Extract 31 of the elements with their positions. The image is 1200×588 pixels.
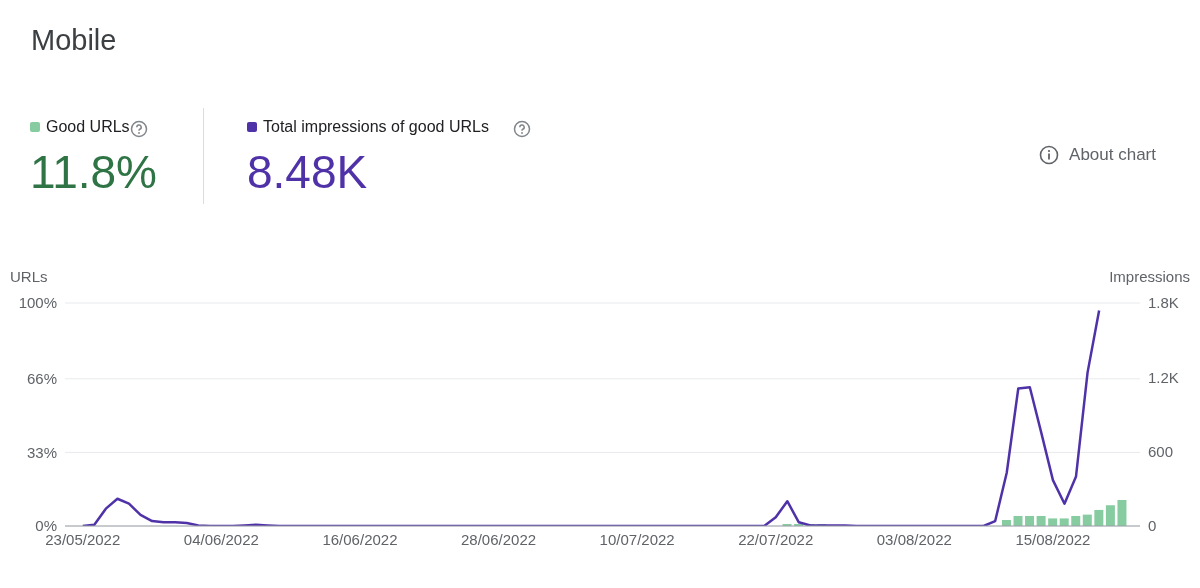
x-tick-label: 10/07/2022 xyxy=(599,530,675,548)
bar xyxy=(1071,515,1081,526)
bar xyxy=(1036,515,1046,526)
y2-tick-label: 0 xyxy=(1148,517,1157,535)
y-tick-label: 66% xyxy=(26,370,57,388)
x-tick-label: 22/07/2022 xyxy=(738,530,814,548)
x-tick-label: 15/08/2022 xyxy=(1015,530,1091,548)
bar xyxy=(1048,518,1058,526)
y2-axis-title: Impressions xyxy=(1109,268,1190,285)
bar xyxy=(1059,518,1069,526)
bar xyxy=(1117,499,1127,526)
y2-tick-label: 1.8K xyxy=(1148,294,1179,312)
x-tick-label: 16/06/2022 xyxy=(322,530,398,548)
legend-label: Total impressions of good URLs xyxy=(263,118,489,136)
y2-tick-label: 1.2K xyxy=(1148,368,1179,386)
bar xyxy=(1013,515,1023,526)
y-tick-label: 100% xyxy=(18,294,57,312)
bar xyxy=(1094,509,1104,526)
bar xyxy=(1025,515,1035,526)
x-tick-label: 04/06/2022 xyxy=(183,530,259,548)
x-tick-label: 28/06/2022 xyxy=(461,530,537,548)
chart-title: Mobile xyxy=(31,24,117,57)
text: 8.48K xyxy=(247,145,368,199)
y-axis-title: URLs xyxy=(10,268,48,285)
bar xyxy=(1105,505,1115,526)
text: About chart xyxy=(1069,145,1156,165)
x-tick-label: 03/08/2022 xyxy=(876,530,952,548)
y-tick-label: 33% xyxy=(26,443,57,461)
y2-tick-label: 600 xyxy=(1148,442,1174,460)
legend-label: Good URLs xyxy=(46,118,130,136)
text: 11.8% xyxy=(30,145,158,199)
